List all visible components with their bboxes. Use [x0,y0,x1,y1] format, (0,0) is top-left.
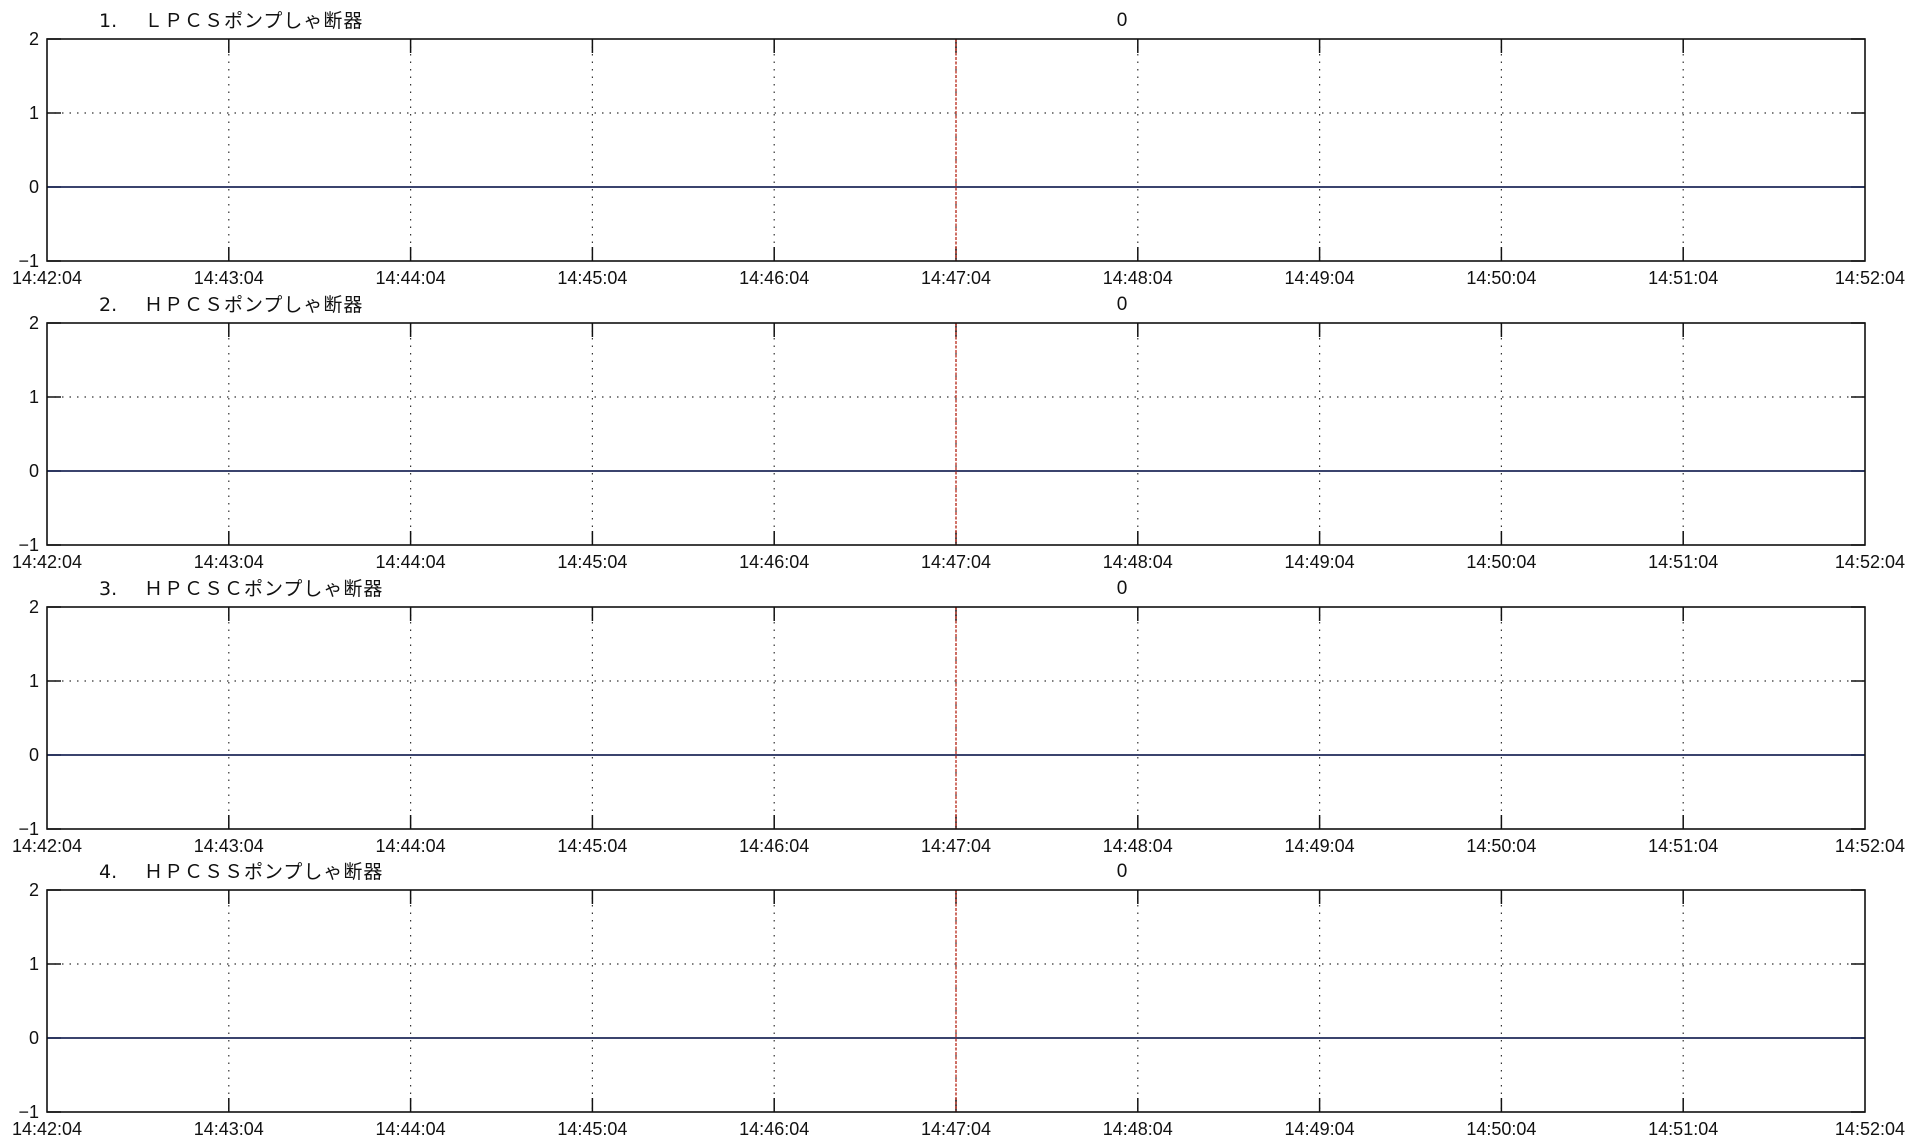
x-tick-label: 14:42:04 [12,1119,82,1139]
x-tick-label: 14:43:04 [194,268,264,288]
value-readout: 0 [1117,294,1128,315]
x-tick-label: 14:43:04 [194,552,264,572]
y-tick-label: 1 [29,954,39,974]
chart-panel-1: 1. ＬＰＣＳポンプしゃ断器 0 14:42:04 14:43:04 14:44:04 14… [12,10,1905,288]
chart-title: ＬＰＣＳポンプしゃ断器 [144,10,363,32]
chart-title: ＨＰＣＳＣポンプしゃ断器 [144,578,383,600]
plot-frame [46,322,1866,546]
x-tick-label: 14:44:04 [376,552,446,572]
y-tick-label: 0 [29,1028,39,1048]
x-tick-label: 14:43:04 [194,1119,264,1139]
chart-index-label: 1. [99,10,117,32]
y-tick-label: 1 [29,387,39,407]
plot-frame [46,889,1866,1113]
x-tick-label: 14:52:04 [1835,836,1905,856]
y-tick-label: 0 [29,745,39,765]
y-tick-label: −1 [18,819,39,839]
value-readout: 0 [1117,10,1128,31]
x-tick-label: 14:48:04 [1103,268,1173,288]
y-tick-label: 2 [29,597,39,617]
x-tick-label: 14:49:04 [1285,836,1355,856]
x-tick-label: 14:45:04 [557,836,627,856]
x-tick-label: 14:47:04 [921,836,991,856]
plot-frame [46,38,1866,262]
x-tick-label: 14:45:04 [557,552,627,572]
x-tick-label: 14:49:04 [1285,552,1355,572]
chart-panel-2: 2. ＨＰＣＳポンプしゃ断器 0 14:42:04 14:43:04 14:44:04 14… [12,294,1905,572]
y-tick-label: 1 [29,671,39,691]
y-tick-label: 2 [29,29,39,49]
x-tick-label: 14:43:04 [194,836,264,856]
x-tick-label: 14:51:04 [1648,552,1718,572]
chart-title: ＨＰＣＳポンプしゃ断器 [144,294,363,316]
plot-frame [46,606,1866,830]
x-tick-label: 14:52:04 [1835,1119,1905,1139]
chart-title: ＨＰＣＳＳポンプしゃ断器 [144,861,383,883]
x-tick-label: 14:46:04 [739,1119,809,1139]
x-tick-label: 14:45:04 [557,268,627,288]
x-tick-label: 14:50:04 [1466,268,1536,288]
value-readout: 0 [1117,861,1128,882]
x-tick-label: 14:48:04 [1103,1119,1173,1139]
x-tick-label: 14:48:04 [1103,836,1173,856]
chart-index-label: 4. [99,861,117,883]
y-tick-label: −1 [18,251,39,271]
x-tick-label: 14:47:04 [921,1119,991,1139]
x-tick-label: 14:49:04 [1285,1119,1355,1139]
x-tick-label: 14:46:04 [739,268,809,288]
y-tick-label: −1 [18,1102,39,1122]
x-tick-label: 14:52:04 [1835,552,1905,572]
x-tick-label: 14:42:04 [12,836,82,856]
chart-index-label: 3. [99,578,117,600]
x-tick-label: 14:51:04 [1648,1119,1718,1139]
x-tick-label: 14:51:04 [1648,836,1718,856]
x-tick-label: 14:44:04 [376,1119,446,1139]
y-tick-label: 0 [29,177,39,197]
x-tick-label: 14:42:04 [12,268,82,288]
x-tick-label: 14:47:04 [921,268,991,288]
x-tick-label: 14:44:04 [376,268,446,288]
x-tick-label: 14:52:04 [1835,268,1905,288]
x-tick-label: 14:42:04 [12,552,82,572]
chart-index-label: 2. [99,294,117,316]
x-tick-label: 14:50:04 [1466,836,1536,856]
y-tick-label: 0 [29,461,39,481]
x-tick-label: 14:50:04 [1466,1119,1536,1139]
y-tick-label: 2 [29,313,39,333]
y-tick-label: −1 [18,535,39,555]
chart-panel-3: 3. ＨＰＣＳＣポンプしゃ断器 0 14:42:04 14:43:04 14:44:04 1… [12,578,1905,856]
x-tick-label: 14:51:04 [1648,268,1718,288]
x-tick-label: 14:48:04 [1103,552,1173,572]
y-tick-label: 1 [29,103,39,123]
chart-panel-4: 4. ＨＰＣＳＳポンプしゃ断器 0 14:42:04 14:43:04 14:44:04 1… [12,861,1905,1139]
x-tick-label: 14:46:04 [739,836,809,856]
x-tick-label: 14:47:04 [921,552,991,572]
y-tick-label: 2 [29,880,39,900]
value-readout: 0 [1117,578,1128,599]
x-tick-label: 14:50:04 [1466,552,1536,572]
x-tick-label: 14:44:04 [376,836,446,856]
x-tick-label: 14:46:04 [739,552,809,572]
x-tick-label: 14:45:04 [557,1119,627,1139]
x-tick-label: 14:49:04 [1285,268,1355,288]
